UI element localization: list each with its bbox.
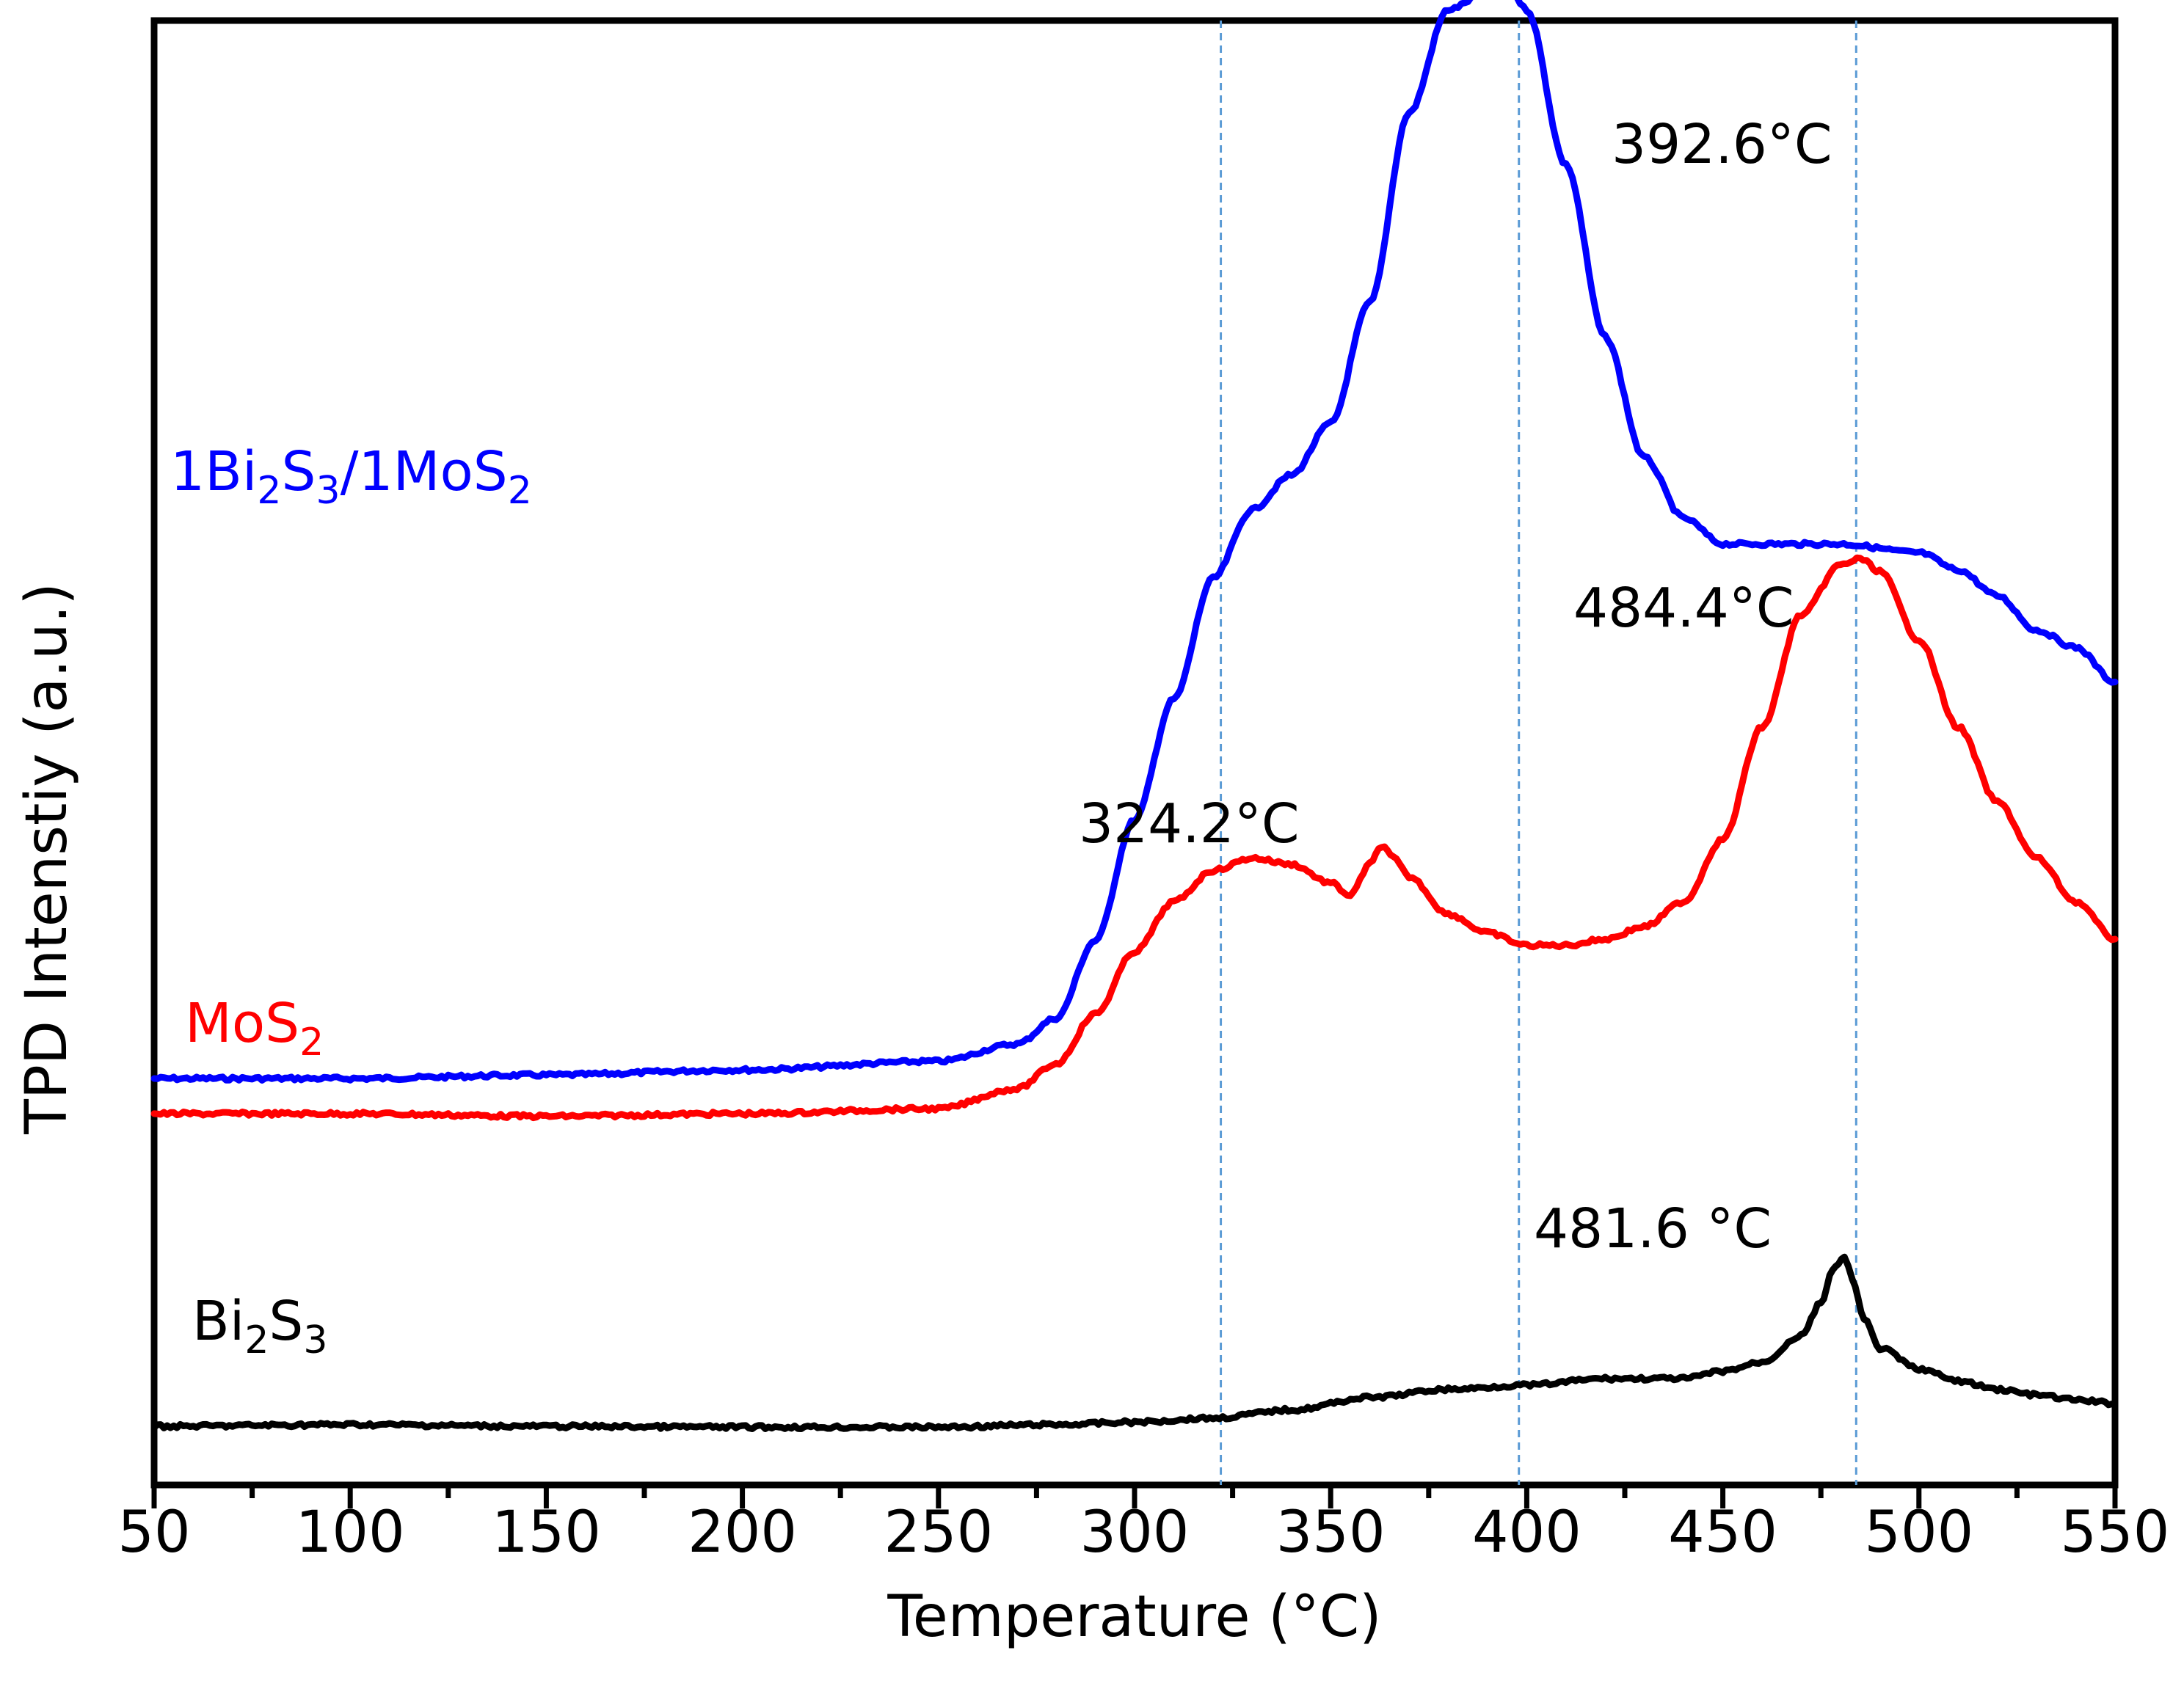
x-axis-title: Temperature (°C) — [887, 1584, 1381, 1650]
x-tick-label-450: 450 — [1668, 1500, 1777, 1566]
series-line-bi2s3 — [150, 1253, 2119, 1432]
series-label-bi2s3: Bi2S3 — [192, 1290, 328, 1362]
x-axis-ticks — [151, 1485, 2118, 1508]
x-tick-label-50: 50 — [117, 1500, 190, 1566]
x-tick-label-200: 200 — [688, 1500, 797, 1566]
y-axis-title: TPD Intenstiy (a.u.) — [14, 583, 80, 1135]
series-line-mos2 — [150, 554, 2119, 1122]
x-tick-label-350: 350 — [1276, 1500, 1386, 1566]
x-tick-label-500: 500 — [1864, 1500, 1973, 1566]
annotation-peak-392-6: 392.6°C — [1612, 113, 1832, 176]
x-tick-label-150: 150 — [492, 1500, 601, 1566]
series-label-mos2: MoS2 — [185, 992, 324, 1065]
series-line-1bi2s3-1mos2 — [150, 0, 2119, 1084]
annotation-peak-481-6: 481.6 °C — [1534, 1197, 1772, 1260]
plot-frame — [150, 17, 2119, 1489]
reference-lines — [1220, 21, 1857, 1485]
x-axis-tick-labels: 50 100 150 200 250 300 350 400 450 500 550 — [117, 1500, 2169, 1566]
series-label-1bi2s3-1mos2: 1Bi2S3/1MoS2 — [170, 440, 532, 513]
annotation-peak-484-4: 484.4°C — [1573, 577, 1794, 640]
x-tick-label-100: 100 — [296, 1500, 405, 1566]
annotation-peak-324-2: 324.2°C — [1079, 792, 1300, 855]
x-tick-label-550: 550 — [2061, 1500, 2170, 1566]
x-tick-label-250: 250 — [884, 1500, 993, 1566]
x-tick-label-400: 400 — [1472, 1500, 1581, 1566]
x-tick-label-300: 300 — [1080, 1500, 1190, 1566]
